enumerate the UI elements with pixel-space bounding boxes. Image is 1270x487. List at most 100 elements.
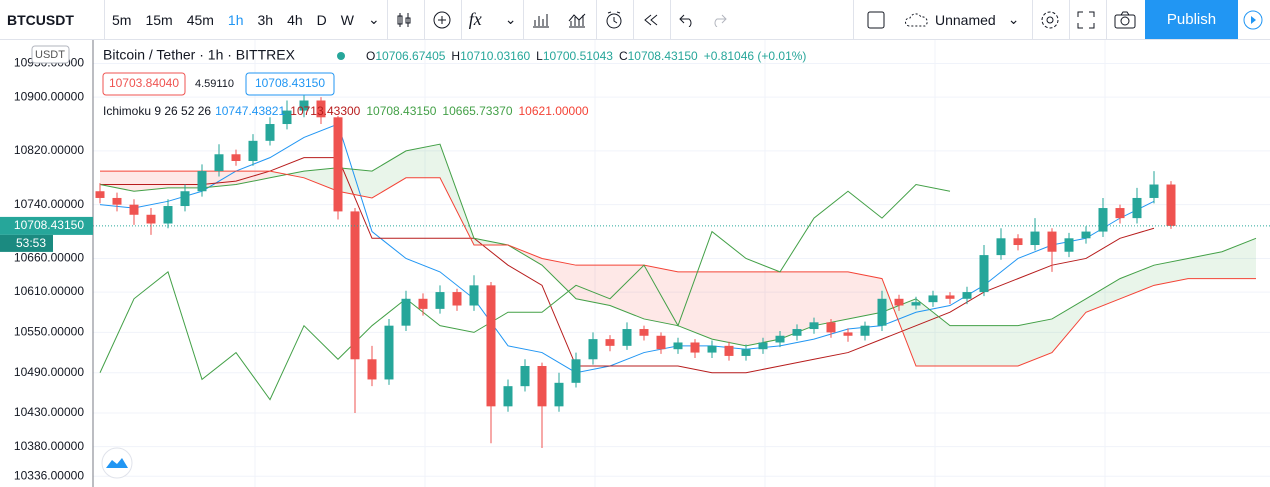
icon: [905, 12, 928, 26]
separator: [1032, 0, 1033, 39]
cloud: [1086, 278, 1120, 313]
candle-body: [95, 191, 105, 198]
separator: [633, 0, 635, 39]
chart-type-icon[interactable]: [388, 0, 424, 39]
indicator-legend: Ichimoku 9 26 52 26 10747.43821 10713.4330…: [103, 104, 589, 118]
price-box-label: 10708.43150: [255, 76, 325, 90]
indicator-line: [99, 123, 1155, 374]
right-tools: Unnamed ⌄ Publish: [853, 0, 1270, 39]
candle-body: [197, 171, 207, 192]
icon: [1077, 11, 1095, 28]
interval[interactable]: 45m: [186, 11, 214, 28]
candle-body: [707, 345, 717, 353]
interval[interactable]: 1h: [227, 11, 244, 28]
play-button[interactable]: [1238, 0, 1270, 39]
chart: 10950.0000010900.0000010820.0000010740.0…: [0, 40, 1270, 487]
interval[interactable]: 15m: [145, 11, 173, 28]
publish-button[interactable]: Publish: [1145, 0, 1238, 39]
symbol[interactable]: BTCUSDT: [7, 11, 74, 28]
fullscreen-icon[interactable]: [1070, 0, 1106, 39]
ohlc-value: 10706.67405: [375, 49, 445, 63]
compare-icon[interactable]: [425, 0, 461, 39]
undo-icon[interactable]: [671, 0, 703, 39]
price-axis-labels: 10950.0000010900.0000010820.0000010740.0…: [0, 56, 93, 482]
candle-body: [231, 154, 241, 161]
candle-body: [112, 197, 122, 205]
icon: [867, 11, 885, 28]
separator: [853, 0, 854, 39]
interval[interactable]: 4h: [287, 11, 303, 28]
cloud: [746, 271, 780, 346]
icon: [433, 11, 451, 28]
candle-body: [1166, 184, 1176, 226]
cloud: [882, 278, 916, 367]
candle-body: [1115, 208, 1125, 219]
icon: [1041, 11, 1059, 28]
indicator-value: 10708.43150: [366, 104, 436, 118]
countdown-badge: [0, 234, 53, 252]
candle-body: [452, 292, 462, 306]
candle-body: [588, 339, 598, 360]
candle-body: [333, 117, 343, 212]
candle-body: [554, 382, 564, 407]
candle-body: [486, 285, 496, 407]
candle-body: [435, 292, 445, 309]
y-tick-label: 10336.00000: [14, 468, 84, 482]
candle-body: [571, 359, 581, 383]
compare-icon[interactable]: [560, 0, 596, 39]
cloud: [1052, 298, 1086, 353]
interval[interactable]: 5m: [112, 11, 132, 28]
redo-icon[interactable]: [703, 0, 735, 39]
candle-body: [741, 349, 751, 356]
cloud: [304, 167, 338, 192]
settings-icon[interactable]: [1033, 0, 1069, 39]
dropdown[interactable]: ⌄: [504, 11, 517, 27]
icon: [1114, 11, 1136, 28]
snapshot-icon[interactable]: [1107, 0, 1145, 39]
y-tick-label: 10900.00000: [14, 89, 84, 103]
alert-icon[interactable]: [597, 0, 633, 39]
interval[interactable]: 3h: [257, 11, 274, 28]
indicator-line: [99, 183, 951, 401]
candle-body: [180, 191, 190, 207]
candle-body: [520, 366, 530, 387]
icon: [715, 14, 728, 27]
cloud: [236, 171, 270, 185]
replay-icon[interactable]: [634, 0, 670, 39]
interval[interactable]: W: [340, 11, 354, 28]
indicator-value: 10713.43300: [290, 104, 360, 118]
cloud: [984, 325, 1018, 367]
cloud: [406, 144, 440, 178]
price-box-label: 10703.84040: [109, 76, 179, 90]
candle-body: [843, 332, 853, 336]
layout[interactable]: Unnamed ⌄: [898, 0, 1032, 39]
ohlc-value: 10700.51043: [543, 49, 613, 63]
candle-body: [503, 386, 513, 407]
indicator-value: 10621.00000: [519, 104, 589, 118]
status-dot: [337, 52, 345, 60]
cloud: [848, 271, 882, 319]
icon: [606, 11, 622, 28]
templates-icon[interactable]: [524, 0, 560, 39]
layout-name: Unnamed: [935, 11, 996, 28]
candle-body: [1132, 197, 1142, 219]
y-tick-label: 10740.00000: [14, 197, 84, 211]
ohlc-value: 10710.03160: [460, 49, 530, 63]
interval[interactable]: D: [316, 11, 327, 28]
cloud: [168, 171, 202, 188]
ohlc-value: 10708.43150: [628, 49, 698, 63]
cloud: [440, 144, 474, 246]
price-box: [245, 72, 335, 96]
candle-body: [809, 322, 819, 330]
dropdown[interactable]: ⌄: [368, 11, 380, 27]
indicators-icon[interactable]: fx: [468, 9, 482, 29]
separator: [1069, 0, 1070, 39]
candle-body: [537, 366, 547, 407]
candle-body: [1098, 208, 1108, 232]
fullscreen-box[interactable]: [854, 0, 898, 39]
candle-body: [928, 295, 938, 303]
candle-body: [418, 298, 428, 309]
change: +0.81046 (+0.01%): [704, 49, 807, 63]
candle-body: [350, 211, 360, 360]
